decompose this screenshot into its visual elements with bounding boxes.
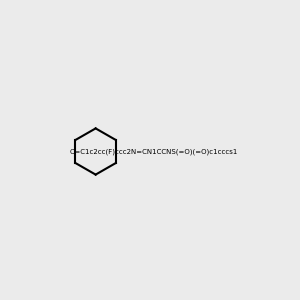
Text: O=C1c2cc(F)ccc2N=CN1CCNS(=O)(=O)c1cccs1: O=C1c2cc(F)ccc2N=CN1CCNS(=O)(=O)c1cccs1 bbox=[70, 148, 238, 155]
